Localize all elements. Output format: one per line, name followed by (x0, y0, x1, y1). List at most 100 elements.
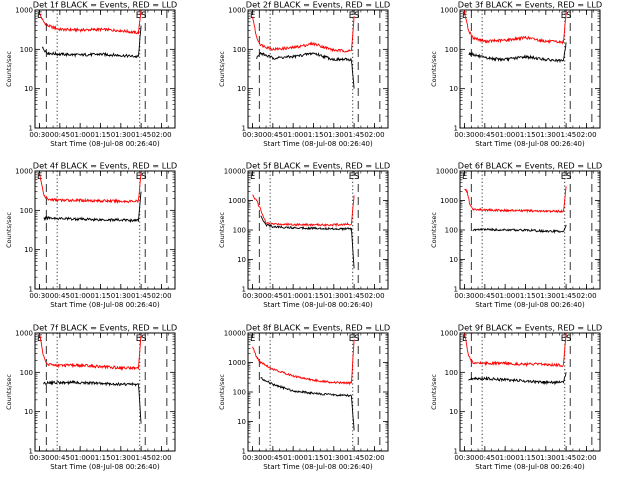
x-tick-label: 02:00 (576, 131, 596, 139)
y-tick-label: 10 (449, 256, 458, 264)
x-tick-label: 00:45 (50, 292, 70, 300)
corner-label-left: E (250, 172, 255, 182)
chart-title: Det 1f BLACK = Events, RED = LLD (33, 0, 177, 10)
chart-title: Det 8f BLACK = Events, RED = LLD (246, 323, 390, 333)
corner-label-right: ES (136, 11, 147, 21)
y-tick-label: 1 (454, 448, 458, 456)
y-tick-label: 100 (233, 227, 246, 235)
x-tick-label: 00:45 (263, 292, 283, 300)
y-tick-label: 1000 (228, 7, 246, 15)
series-line-lld (39, 9, 142, 35)
y-axis-label: Counts/sec (430, 374, 438, 410)
y-tick-label: 1 (29, 448, 33, 456)
x-tick-label: 01:15 (90, 131, 110, 139)
y-tick-label: 1 (242, 286, 246, 294)
chart-panel: Det 9f BLACK = Events, RED = LLD Counts/s… (430, 323, 602, 472)
x-tick-label: 01:15 (515, 131, 535, 139)
y-tick-label: 10 (237, 256, 246, 264)
x-tick-label: 01:30 (324, 454, 344, 462)
x-tick-label: 01:00 (283, 454, 303, 462)
y-tick-label: 1000 (440, 7, 458, 15)
x-tick-label: 01:30 (324, 292, 344, 300)
series-line-events (468, 42, 567, 64)
y-tick-label: 10000 (436, 168, 458, 176)
y-axis-label: Counts/sec (218, 374, 226, 410)
x-axis-label: Start Time (08-Jul-08 00:26:40) (50, 463, 160, 471)
y-tick-label: 10000 (224, 330, 246, 338)
x-tick-label: 01:30 (536, 292, 556, 300)
corner-label-right: ES (349, 172, 360, 182)
x-tick-label: 00:30 (242, 292, 262, 300)
plot-frame (34, 332, 176, 452)
x-tick-label: 01:00 (70, 454, 90, 462)
chart-title: Det 7f BLACK = Events, RED = LLD (33, 323, 177, 333)
x-tick-label: 00:30 (29, 454, 49, 462)
x-tick-label: 01:15 (303, 131, 323, 139)
y-tick-label: 1000 (440, 197, 458, 205)
x-tick-label: 01:45 (131, 292, 151, 300)
corner-label-left: E (37, 11, 42, 21)
x-axis-label: Start Time (08-Jul-08 00:26:40) (263, 301, 373, 309)
x-tick-label: 01:30 (536, 454, 556, 462)
x-tick-label: 01:00 (495, 454, 515, 462)
y-tick-label: 1 (242, 448, 246, 456)
y-tick-label: 1 (29, 125, 33, 133)
plot-frame (34, 9, 176, 129)
y-tick-label: 10 (237, 85, 246, 93)
y-tick-label: 1 (454, 125, 458, 133)
x-tick-label: 00:45 (475, 292, 495, 300)
x-axis-label: Start Time (08-Jul-08 00:26:40) (50, 140, 160, 148)
series-line-events (43, 379, 142, 424)
x-tick-label: 01:15 (90, 292, 110, 300)
x-tick-label: 00:45 (263, 131, 283, 139)
x-tick-label: 00:45 (50, 131, 70, 139)
y-axis-label: Counts/sec (218, 51, 226, 87)
y-tick-label: 1000 (440, 330, 458, 338)
y-tick-label: 100 (445, 46, 458, 54)
x-tick-label: 02:00 (151, 292, 171, 300)
x-axis-label: Start Time (08-Jul-08 00:26:40) (475, 140, 585, 148)
chart-title: Det 2f BLACK = Events, RED = LLD (246, 0, 390, 10)
y-tick-label: 10 (24, 408, 33, 416)
y-tick-label: 100 (233, 389, 246, 397)
y-tick-label: 10 (24, 246, 33, 254)
x-tick-label: 00:45 (50, 454, 70, 462)
chart-title: Det 5f BLACK = Events, RED = LLD (246, 161, 390, 171)
x-tick-label: 01:45 (556, 454, 576, 462)
x-tick-label: 01:45 (344, 454, 364, 462)
x-tick-label: 01:30 (111, 454, 131, 462)
corner-label-right: ES (136, 172, 147, 182)
x-tick-label: 02:00 (576, 292, 596, 300)
x-tick-label: 01:30 (111, 131, 131, 139)
series-line-events (260, 215, 355, 269)
corner-label-left: E (462, 334, 467, 344)
chart-panel: Det 8f BLACK = Events, RED = LLD Counts/s… (218, 323, 390, 472)
x-tick-label: 00:30 (29, 131, 49, 139)
y-tick-label: 1000 (15, 7, 33, 15)
corner-label-left: E (37, 334, 42, 344)
x-tick-label: 00:30 (29, 292, 49, 300)
x-tick-label: 01:45 (344, 131, 364, 139)
chart-panel: Det 4f BLACK = Events, RED = LLD Counts/s… (5, 161, 177, 310)
chart-title: Det 9f BLACK = Events, RED = LLD (458, 323, 602, 333)
x-tick-label: 01:15 (303, 454, 323, 462)
y-axis-label: Counts/sec (430, 212, 438, 248)
x-tick-label: 01:00 (283, 131, 303, 139)
x-tick-label: 01:15 (515, 454, 535, 462)
x-tick-label: 02:00 (151, 131, 171, 139)
x-tick-label: 01:45 (131, 454, 151, 462)
series-line-lld (464, 332, 567, 368)
corner-label-left: E (250, 11, 255, 21)
chart-panel: Det 2f BLACK = Events, RED = LLD Counts/s… (218, 0, 390, 148)
chart-title: Det 4f BLACK = Events, RED = LLD (33, 161, 177, 171)
corner-label-right: ES (349, 11, 360, 21)
chart-panel: Det 3f BLACK = Events, RED = LLD Counts/s… (430, 0, 602, 148)
x-tick-label: 01:00 (495, 131, 515, 139)
series-line-lld (464, 10, 567, 45)
y-axis-label: Counts/sec (5, 374, 13, 410)
x-axis-label: Start Time (08-Jul-08 00:26:40) (50, 301, 160, 309)
corner-label-left: E (250, 334, 255, 344)
x-tick-label: 01:30 (536, 131, 556, 139)
series-line-events (256, 51, 355, 89)
y-tick-label: 100 (20, 369, 33, 377)
